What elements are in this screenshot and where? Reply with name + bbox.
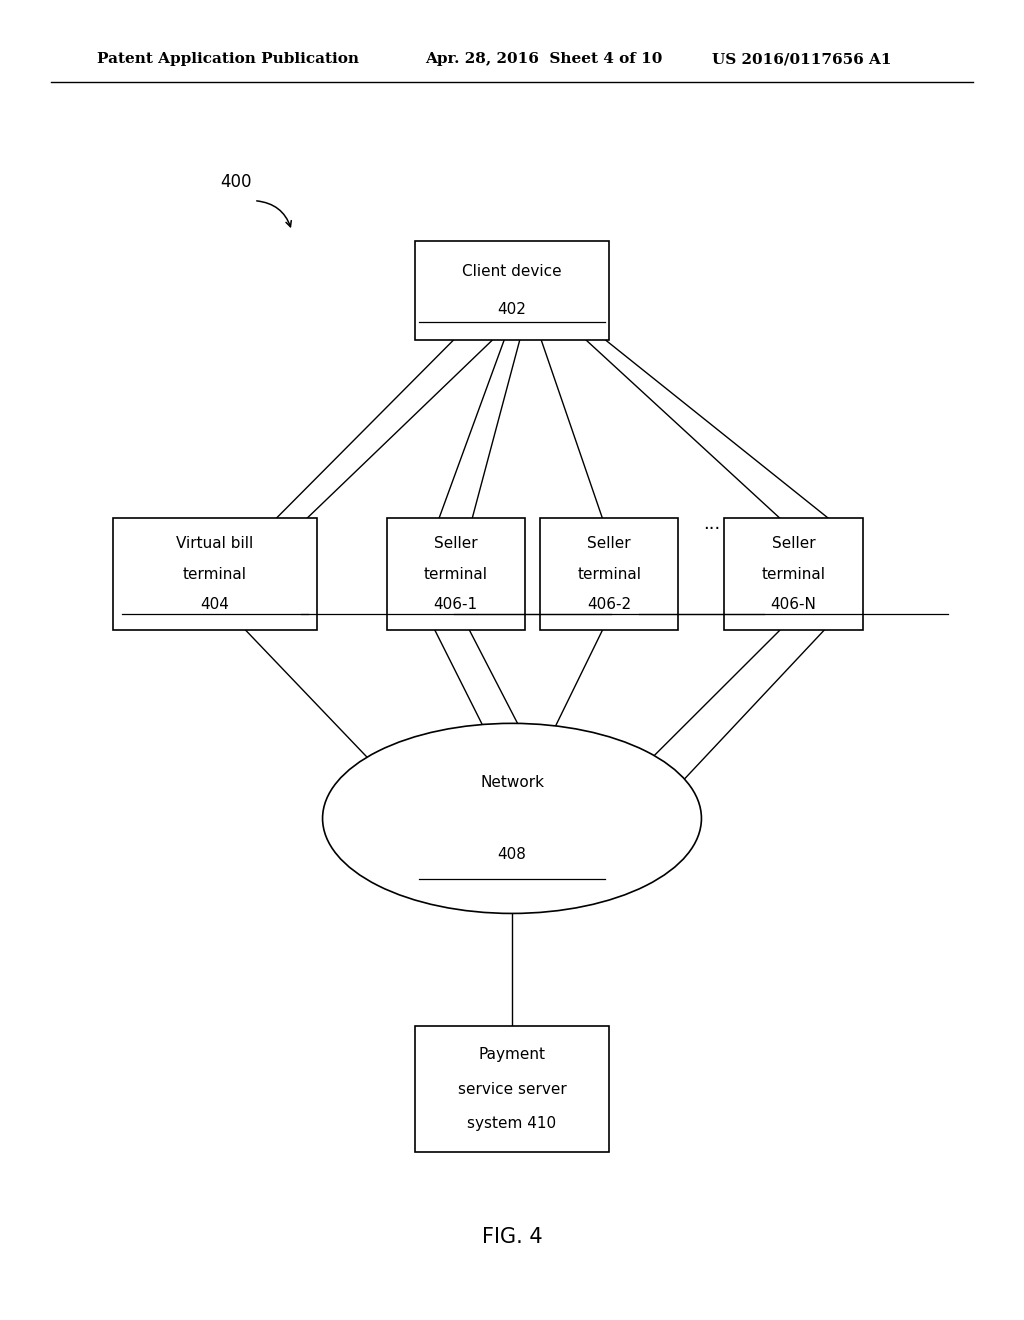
FancyBboxPatch shape	[415, 242, 609, 339]
Text: 406-N: 406-N	[771, 597, 816, 612]
Text: Patent Application Publication: Patent Application Publication	[97, 53, 359, 66]
FancyBboxPatch shape	[725, 519, 862, 631]
Text: Seller: Seller	[434, 536, 477, 552]
FancyArrowPatch shape	[257, 201, 291, 227]
Text: 404: 404	[201, 597, 229, 612]
Text: terminal: terminal	[183, 566, 247, 582]
Text: US 2016/0117656 A1: US 2016/0117656 A1	[712, 53, 891, 66]
Text: Client device: Client device	[462, 264, 562, 279]
Text: 400: 400	[220, 173, 252, 191]
Text: service server: service server	[458, 1081, 566, 1097]
Text: terminal: terminal	[424, 566, 487, 582]
Text: Virtual bill: Virtual bill	[176, 536, 254, 552]
Text: system 410: system 410	[467, 1115, 557, 1131]
Text: terminal: terminal	[762, 566, 825, 582]
Text: Payment: Payment	[478, 1047, 546, 1063]
Text: terminal: terminal	[578, 566, 641, 582]
Text: ...: ...	[703, 515, 720, 533]
Text: Seller: Seller	[588, 536, 631, 552]
FancyBboxPatch shape	[387, 519, 524, 631]
Text: 406-1: 406-1	[433, 597, 478, 612]
Text: Apr. 28, 2016  Sheet 4 of 10: Apr. 28, 2016 Sheet 4 of 10	[425, 53, 663, 66]
Ellipse shape	[323, 723, 701, 913]
Text: Network: Network	[480, 775, 544, 791]
FancyBboxPatch shape	[113, 519, 317, 631]
Text: Seller: Seller	[772, 536, 815, 552]
Text: 408: 408	[498, 846, 526, 862]
FancyBboxPatch shape	[541, 519, 678, 631]
Text: FIG. 4: FIG. 4	[481, 1226, 543, 1247]
Text: 402: 402	[498, 302, 526, 317]
FancyBboxPatch shape	[415, 1027, 609, 1151]
Text: 406-2: 406-2	[587, 597, 632, 612]
